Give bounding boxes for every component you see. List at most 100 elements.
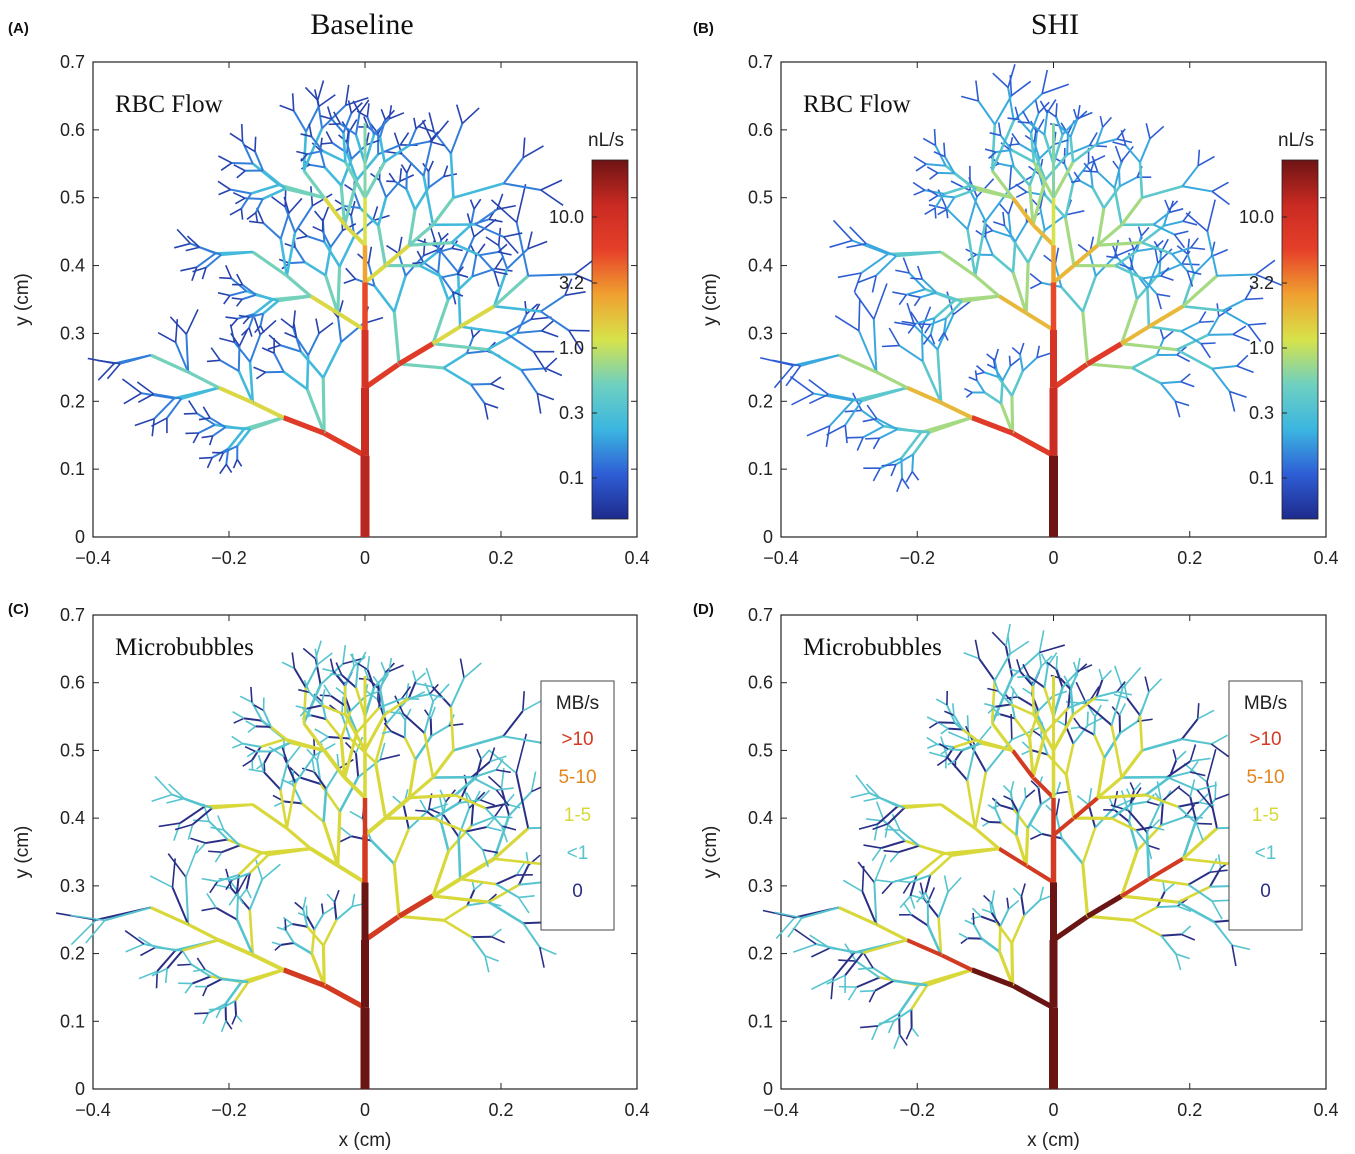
vessel-segment [1114, 809, 1130, 823]
vessel-segment [284, 331, 297, 339]
vessel-segment [1171, 246, 1192, 255]
vessel-segment [322, 919, 338, 947]
vessel-segment [881, 463, 896, 467]
vessel-segment [312, 193, 333, 207]
vessel-segment [486, 826, 502, 832]
vessel-segment [306, 235, 325, 243]
vessel-segment [522, 699, 544, 712]
vessel-segment [472, 267, 496, 278]
vessel-segment [1161, 933, 1182, 937]
vessel-segment [976, 379, 986, 394]
vessel-segment [330, 118, 345, 134]
vessel-segment [384, 243, 411, 268]
vessel-segment [999, 804, 1015, 811]
vessel-segment [502, 710, 524, 737]
vessel-segment [947, 759, 956, 766]
x-tick-label: −0.2 [211, 548, 247, 568]
vessel-segment [1045, 109, 1057, 118]
vessel-segment [875, 255, 897, 277]
vessel-segment [415, 809, 427, 813]
vessel-segment [1231, 945, 1237, 967]
vessel-segment [1176, 333, 1209, 351]
legend-entry: 0 [572, 881, 583, 902]
vessel-segment [861, 865, 865, 892]
y-tick-label: 0.3 [748, 876, 773, 896]
vessel-segment [295, 337, 310, 356]
vessel-segment [231, 742, 244, 749]
vessel-segment [1022, 110, 1031, 124]
vessel-segment [229, 207, 242, 216]
vessel-segment [234, 981, 250, 1002]
vessel-segment [242, 742, 261, 748]
vessel-segment [987, 804, 997, 811]
vessel-segment [193, 968, 206, 973]
vessel-segment [1002, 211, 1006, 226]
vessel-segment [1083, 162, 1092, 172]
vessel-segment [293, 941, 313, 955]
vessel-segment [990, 120, 1015, 172]
vessel-segment [370, 839, 396, 865]
vessel-segment [453, 182, 505, 199]
legend-entry: <1 [567, 843, 589, 864]
vessel-segment [339, 826, 352, 837]
vessel-segment [895, 269, 910, 274]
vessel-segment [282, 415, 326, 436]
legend-box [540, 680, 615, 931]
vessel-segment [284, 187, 325, 200]
vessel-segment [910, 311, 923, 330]
vessel-segment [1055, 116, 1064, 135]
vessel-segment [171, 886, 190, 925]
colorbar-tick-label: 0.1 [1249, 468, 1274, 488]
vessel-segment [909, 895, 916, 909]
vessel-segment [861, 409, 885, 428]
vessel-segment [991, 890, 996, 904]
vessel-segment [233, 191, 246, 199]
vessel-segment [431, 850, 451, 897]
vessel-segment [545, 357, 558, 369]
vessel-segment [231, 872, 251, 881]
vessel-segment [283, 196, 290, 214]
vessel-segment [991, 631, 1007, 647]
vessel-segment [1043, 134, 1055, 165]
colorbar-tick-label: 1.0 [1249, 338, 1274, 358]
vessel-segment [1180, 321, 1200, 333]
vessel-segment [253, 704, 264, 712]
vessel-segment [1163, 220, 1184, 227]
vessel-segment [876, 417, 898, 431]
vessel-segment [1029, 132, 1036, 163]
y-axis-label: y (cm) [12, 826, 33, 879]
vessel-segment [1095, 679, 1104, 698]
legend-entry: 1-5 [1252, 805, 1279, 826]
vessel-segment [987, 687, 999, 692]
panel-title: RBC Flow [803, 91, 911, 118]
vessel-segment [471, 776, 497, 791]
vessel-segment [904, 803, 942, 810]
vessel-segment [219, 463, 227, 475]
vessel-segment [1102, 116, 1113, 128]
vessel-segment [217, 815, 225, 831]
vessel-segment [892, 291, 907, 296]
vessel-segment [343, 666, 355, 686]
vessel-segment [345, 141, 353, 160]
vessel-segment [367, 246, 373, 264]
vessel-segment [236, 273, 244, 286]
vessel-segment [483, 403, 489, 420]
vessel-segment [188, 400, 198, 414]
vessel-segment [302, 131, 308, 171]
vessel-segment [787, 917, 803, 938]
vessel-segment [1181, 933, 1196, 941]
vessel-segment [1028, 675, 1046, 689]
vessel-segment [85, 919, 106, 944]
y-tick-label: 0.4 [60, 256, 85, 276]
vessel-segment [1096, 207, 1106, 246]
vessel-segment [383, 144, 410, 164]
panel-label: (D) [693, 601, 714, 618]
vessel-segment [292, 922, 308, 928]
legend-entry: 1-5 [564, 805, 591, 826]
vessel-segment [1043, 687, 1055, 717]
vessel-segment [321, 104, 347, 130]
vessel-segment [204, 968, 223, 980]
vessel-segment [1055, 103, 1058, 117]
vessel-segment [1124, 144, 1141, 163]
vessel-segment [397, 341, 435, 367]
